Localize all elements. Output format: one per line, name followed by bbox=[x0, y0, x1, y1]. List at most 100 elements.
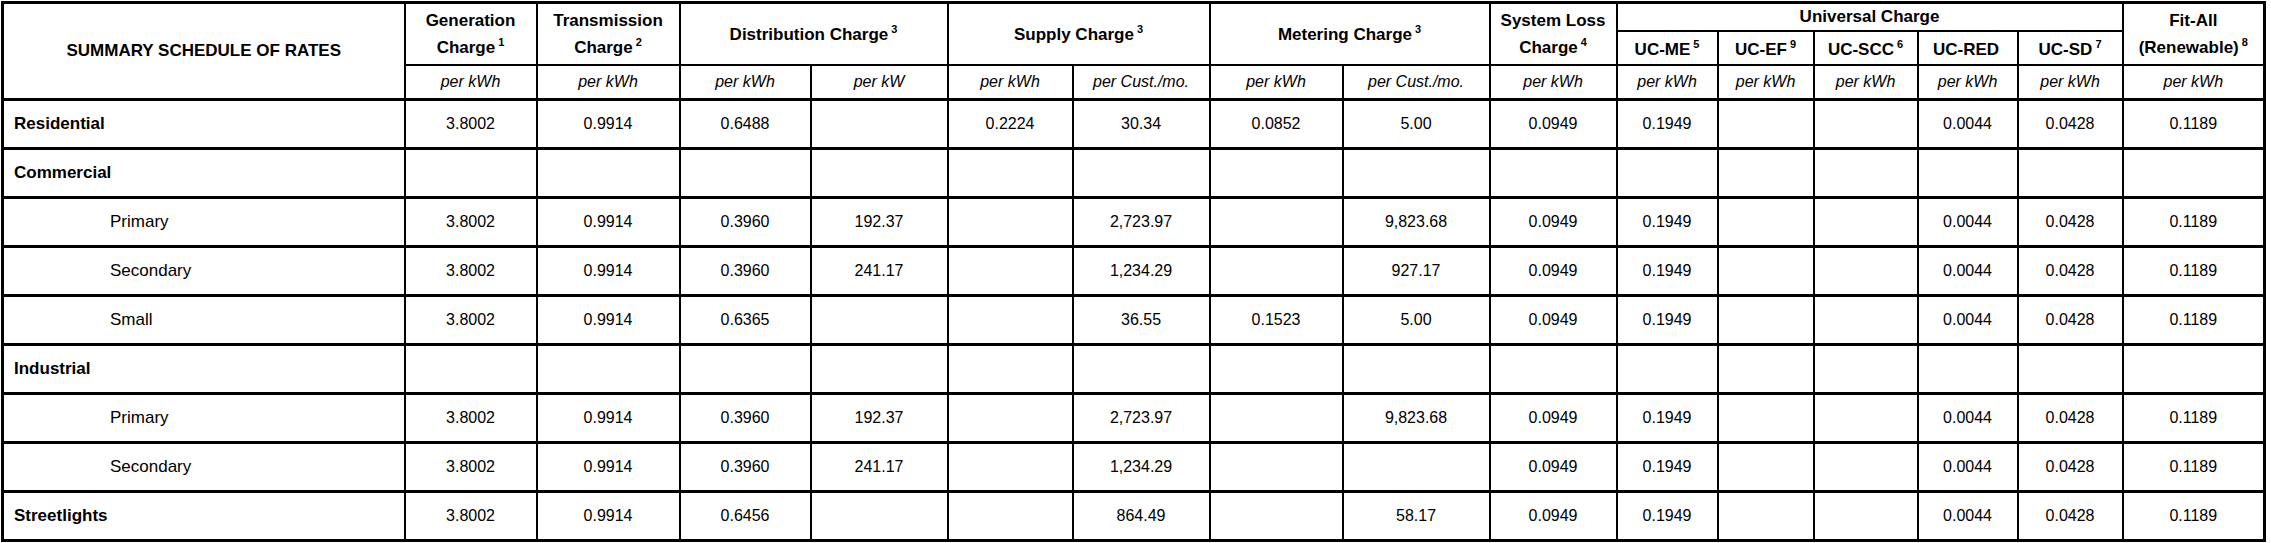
rate-cell: 192.37 bbox=[811, 197, 948, 246]
rate-cell bbox=[1073, 344, 1210, 393]
rate-cell bbox=[811, 491, 948, 540]
rate-cell: 0.1189 bbox=[2123, 197, 2265, 246]
rate-cell: 2,723.97 bbox=[1073, 197, 1210, 246]
footnote-marker: 1 bbox=[498, 36, 504, 48]
table-row: Primary3.80020.99140.3960192.372,723.979… bbox=[3, 393, 2265, 442]
unit-header: per kWh bbox=[1718, 65, 1814, 99]
rate-cell bbox=[1210, 246, 1343, 295]
rate-cell bbox=[1814, 491, 1918, 540]
row-label: Secondary bbox=[3, 442, 405, 491]
rate-cell: 0.9914 bbox=[537, 246, 680, 295]
rate-cell: 0.0044 bbox=[1918, 393, 2018, 442]
rate-cell: 0.0949 bbox=[1490, 197, 1617, 246]
row-label: Residential bbox=[3, 99, 405, 148]
col-group-metering-charge: Metering Charge3 bbox=[1210, 3, 1490, 66]
table-row: Small3.80020.99140.636536.550.15235.000.… bbox=[3, 295, 2265, 344]
unit-header: per kWh bbox=[948, 65, 1073, 99]
footnote-marker: 9 bbox=[1790, 38, 1796, 50]
rate-cell: 0.1949 bbox=[1617, 197, 1718, 246]
rate-cell: 0.0949 bbox=[1490, 491, 1617, 540]
row-label: Secondary bbox=[3, 246, 405, 295]
col-group-distribution-charge: Distribution Charge3 bbox=[680, 3, 948, 66]
rate-cell bbox=[1814, 344, 1918, 393]
rate-cell bbox=[1073, 148, 1210, 197]
rate-cell bbox=[2123, 344, 2265, 393]
col-group-label: Metering Charge bbox=[1278, 24, 1412, 43]
rate-cell bbox=[1718, 148, 1814, 197]
unit-header: per kW bbox=[811, 65, 948, 99]
rate-cell bbox=[948, 295, 1073, 344]
rate-cell bbox=[1343, 344, 1490, 393]
rate-cell: 0.3960 bbox=[680, 197, 811, 246]
table-row: Streetlights3.80020.99140.6456864.4958.1… bbox=[3, 491, 2265, 540]
footnote-marker: 3 bbox=[891, 23, 897, 35]
rate-cell: 30.34 bbox=[1073, 99, 1210, 148]
row-label: Commercial bbox=[3, 148, 405, 197]
rate-cell bbox=[537, 344, 680, 393]
col-header-uc-red: UC-RED bbox=[1918, 31, 2018, 65]
rate-cell: 58.17 bbox=[1343, 491, 1490, 540]
col-group-label: Generation Charge bbox=[426, 11, 516, 57]
rates-table: SUMMARY SCHEDULE OF RATES Generation Cha… bbox=[1, 1, 2266, 542]
rate-cell: 0.6365 bbox=[680, 295, 811, 344]
unit-header: per kWh bbox=[1617, 65, 1718, 99]
rate-cell: 0.0949 bbox=[1490, 442, 1617, 491]
rate-cell: 0.0428 bbox=[2018, 197, 2123, 246]
rate-cell bbox=[680, 148, 811, 197]
rate-cell bbox=[1210, 393, 1343, 442]
rate-cell bbox=[948, 246, 1073, 295]
rate-cell bbox=[1918, 344, 2018, 393]
unit-header: per kWh bbox=[2018, 65, 2123, 99]
footnote-marker: 5 bbox=[1693, 38, 1699, 50]
rate-cell: 0.0044 bbox=[1918, 246, 2018, 295]
rate-cell bbox=[2018, 148, 2123, 197]
rate-cell: 0.1523 bbox=[1210, 295, 1343, 344]
rate-cell: 1,234.29 bbox=[1073, 246, 1210, 295]
col-header-uc-me: UC-ME5 bbox=[1617, 31, 1718, 65]
unit-header: per kWh bbox=[1490, 65, 1617, 99]
rate-cell bbox=[948, 491, 1073, 540]
rate-cell bbox=[1617, 344, 1718, 393]
rate-cell: 0.0949 bbox=[1490, 295, 1617, 344]
col-group-transmission-charge: Transmission Charge2 bbox=[537, 3, 680, 66]
rate-cell bbox=[1814, 442, 1918, 491]
col-header-label: UC-ME bbox=[1635, 39, 1691, 58]
footnote-marker: 8 bbox=[2242, 36, 2248, 48]
rate-cell: 3.8002 bbox=[405, 442, 537, 491]
rate-cell: 241.17 bbox=[811, 442, 948, 491]
col-header-label: UC-RED bbox=[1933, 39, 1999, 58]
rate-cell bbox=[948, 148, 1073, 197]
col-group-supply-charge: Supply Charge3 bbox=[948, 3, 1210, 66]
rate-cell: 3.8002 bbox=[405, 491, 537, 540]
rate-cell: 0.9914 bbox=[537, 393, 680, 442]
footnote-marker: 4 bbox=[1581, 36, 1587, 48]
rate-cell: 0.1949 bbox=[1617, 246, 1718, 295]
rate-cell bbox=[680, 344, 811, 393]
rate-cell bbox=[1210, 197, 1343, 246]
rate-cell bbox=[1814, 197, 1918, 246]
footnote-marker: 7 bbox=[2095, 38, 2101, 50]
rate-cell: 3.8002 bbox=[405, 99, 537, 148]
rate-cell: 0.1189 bbox=[2123, 246, 2265, 295]
rate-cell bbox=[1210, 148, 1343, 197]
rate-cell bbox=[405, 148, 537, 197]
rate-cell: 0.9914 bbox=[537, 197, 680, 246]
footnote-marker: 3 bbox=[1137, 23, 1143, 35]
footnote-marker: 6 bbox=[1897, 38, 1903, 50]
row-label: Primary bbox=[3, 197, 405, 246]
row-label: Small bbox=[3, 295, 405, 344]
rate-cell: 0.0044 bbox=[1918, 197, 2018, 246]
rate-cell: 0.0044 bbox=[1918, 295, 2018, 344]
rate-cell: 0.0428 bbox=[2018, 246, 2123, 295]
rate-cell: 0.0949 bbox=[1490, 393, 1617, 442]
col-group-label: Distribution Charge bbox=[730, 24, 889, 43]
row-label: Primary bbox=[3, 393, 405, 442]
rate-cell: 0.9914 bbox=[537, 442, 680, 491]
rate-cell: 0.9914 bbox=[537, 99, 680, 148]
rate-cell: 0.0428 bbox=[2018, 442, 2123, 491]
rate-cell: 0.3960 bbox=[680, 393, 811, 442]
table-row: Secondary3.80020.99140.3960241.171,234.2… bbox=[3, 246, 2265, 295]
row-label: Streetlights bbox=[3, 491, 405, 540]
rate-cell bbox=[948, 393, 1073, 442]
table-row: Residential3.80020.99140.64880.222430.34… bbox=[3, 99, 2265, 148]
